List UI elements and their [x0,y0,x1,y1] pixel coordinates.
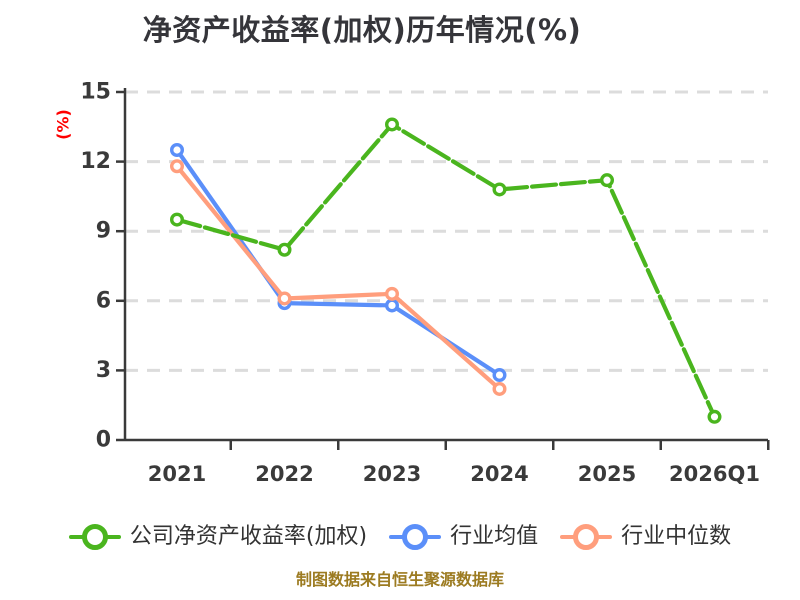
x-tick-label: 2025 [578,462,636,486]
data-point [492,182,507,197]
industry-median-series-marker-icon [560,524,613,550]
legend-label-industry-median: 行业中位数 [621,524,732,549]
data-point [600,173,615,188]
legend-label-industry-mean: 行业均值 [450,524,539,549]
data-point [169,159,184,174]
x-tick-label: 2023 [363,462,421,486]
y-tick-label: 3 [96,358,111,383]
x-tick-label: 2022 [255,462,313,486]
series-line-2 [174,164,502,392]
chart-title: 净资产收益率(加权)历年情况(%) [142,13,582,47]
data-point [385,117,400,132]
data-point [492,368,507,383]
data-point [492,381,507,396]
data-point [169,212,184,227]
plot-svg: 0 3 6 9 12 15 2021 2022 2023 2024 2025 2026Q1 [80,80,770,486]
data-point [385,286,400,301]
series-line-1 [174,147,502,378]
industry-mean-series-marker-icon [389,524,442,550]
legend-item-industry-mean: 行业均值 [389,524,538,550]
legend: 公司净资产收益率(加权) 行业均值 行业中位数 [0,521,800,553]
y-tick-label: 0 [96,428,111,453]
series-line-0 [174,122,717,419]
data-point [277,291,292,306]
data-point [385,298,400,313]
x-tick-label: 2026Q1 [669,462,760,486]
y-tick-label: 6 [96,288,111,313]
footer-note: 制图数据来自恒生聚源数据库 [295,570,504,589]
y-tick-label: 9 [96,219,111,244]
legend-item-company: 公司净资产收益率(加权) [68,524,368,550]
data-point [707,409,722,424]
data-point [277,242,292,257]
legend-label-company: 公司净资产收益率(加权) [129,524,368,549]
y-tick-label: 15 [80,80,111,105]
y-tick-label: 12 [80,149,111,174]
x-tick-label: 2024 [470,462,528,486]
x-tick-label: 2021 [148,462,206,486]
data-point [169,142,184,157]
company-series-marker-icon [68,524,121,550]
legend-item-industry-median: 行业中位数 [560,524,731,550]
